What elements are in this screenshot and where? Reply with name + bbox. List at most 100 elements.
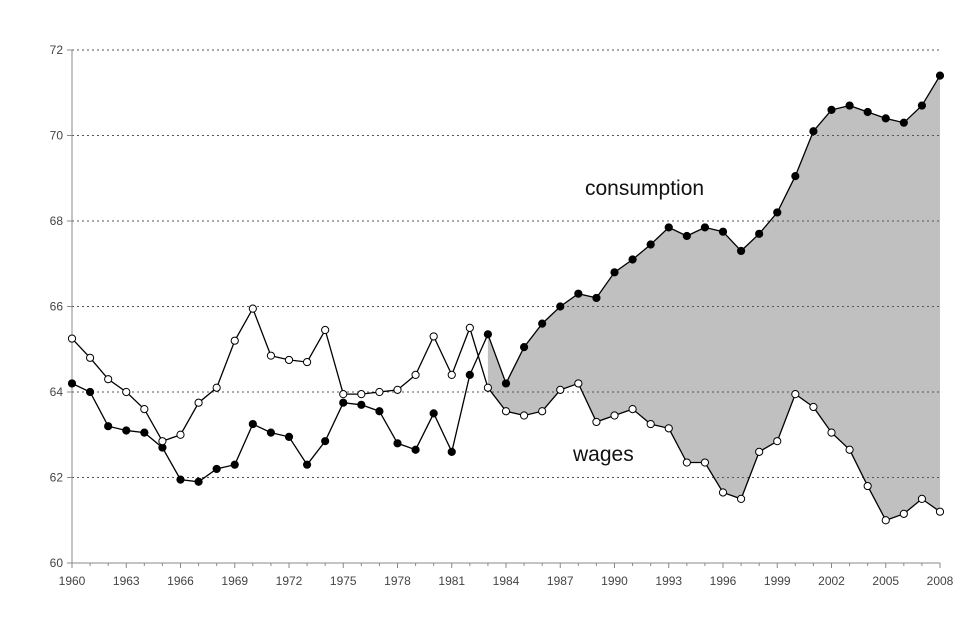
x-tick-label: 1984 bbox=[493, 574, 520, 588]
y-tick-label: 60 bbox=[50, 556, 64, 570]
consumption-point bbox=[266, 428, 276, 437]
wages-point bbox=[791, 390, 800, 399]
consumption-point bbox=[140, 428, 149, 437]
wages-point bbox=[755, 447, 764, 456]
wages-point bbox=[519, 411, 529, 420]
x-tick-label: 1978 bbox=[384, 574, 411, 588]
consumption-point bbox=[230, 460, 239, 469]
consumption-point bbox=[85, 387, 95, 397]
wages-point bbox=[483, 383, 493, 392]
wages-point bbox=[393, 385, 402, 394]
consumption-point bbox=[248, 419, 257, 429]
x-tick-label: 2008 bbox=[927, 574, 954, 588]
consumption-point bbox=[104, 422, 113, 431]
x-tick-label: 1987 bbox=[547, 574, 574, 588]
wages-point bbox=[899, 509, 908, 518]
wages-point bbox=[682, 458, 691, 467]
y-tick-label: 70 bbox=[50, 129, 64, 143]
wages-point bbox=[140, 405, 149, 414]
wages-point bbox=[773, 437, 782, 446]
shaded-gap-layer bbox=[487, 75, 940, 521]
y-tick-label: 62 bbox=[50, 471, 64, 485]
wages-point bbox=[935, 507, 945, 516]
consumption-point bbox=[411, 445, 420, 454]
wages-point bbox=[881, 516, 890, 525]
consumption-point bbox=[700, 223, 710, 232]
consumption-point bbox=[538, 319, 547, 328]
consumption-point bbox=[212, 464, 221, 474]
wages-point bbox=[592, 417, 601, 427]
axes bbox=[67, 49, 941, 568]
wages-point bbox=[610, 411, 619, 420]
wages-point bbox=[845, 445, 854, 454]
wages-point bbox=[67, 334, 77, 343]
wages-point bbox=[284, 355, 294, 365]
consumption-point bbox=[592, 293, 601, 303]
y-tick-label: 66 bbox=[50, 300, 64, 314]
consumption-label: consumption bbox=[585, 177, 704, 200]
consumption-point bbox=[357, 400, 366, 409]
consumption-point bbox=[465, 370, 474, 379]
wages-point bbox=[158, 437, 167, 446]
consumption-point bbox=[718, 227, 728, 236]
wages-point bbox=[809, 402, 818, 412]
consumption-point bbox=[483, 330, 493, 339]
wages-point bbox=[646, 419, 655, 429]
wages-point bbox=[176, 430, 185, 439]
consumption-point bbox=[917, 101, 927, 110]
consumption-point bbox=[899, 118, 908, 127]
wages-point bbox=[85, 353, 95, 362]
consumption-point bbox=[628, 255, 637, 264]
consumption-point bbox=[501, 379, 511, 388]
consumption-point bbox=[809, 127, 818, 136]
wages-point bbox=[700, 458, 710, 467]
consumption-point bbox=[610, 268, 619, 277]
x-tick-label: 1960 bbox=[59, 574, 86, 588]
wages-point bbox=[266, 351, 276, 360]
wages-point bbox=[429, 332, 438, 341]
wages-point bbox=[447, 370, 456, 379]
consumption-point bbox=[773, 208, 782, 217]
wages-point bbox=[718, 488, 728, 497]
shaded-gap-area bbox=[487, 75, 940, 521]
consumption-point bbox=[755, 229, 764, 238]
wages-point bbox=[375, 387, 384, 397]
wages-point bbox=[230, 336, 239, 345]
consumption-point bbox=[67, 379, 77, 388]
consumption-point bbox=[447, 447, 456, 456]
consumption-point bbox=[321, 437, 330, 446]
wages-point bbox=[212, 383, 221, 392]
x-tick-label: 1999 bbox=[764, 574, 791, 588]
x-tick-label: 2002 bbox=[818, 574, 845, 588]
x-tick-label: 1990 bbox=[601, 574, 628, 588]
consumption-point bbox=[791, 172, 800, 181]
wages-label: wages bbox=[572, 443, 634, 466]
x-tick-label: 1981 bbox=[438, 574, 465, 588]
consumption-point bbox=[194, 477, 203, 486]
consumption-point bbox=[519, 343, 529, 352]
x-tick-label: 2005 bbox=[872, 574, 899, 588]
consumption-point bbox=[393, 439, 402, 448]
wages-point bbox=[556, 385, 565, 394]
tick-labels: 60 62 64 66 68 70 72 1960 1963 1966 1969 1972 1975 19… bbox=[50, 43, 954, 588]
wages-point bbox=[574, 379, 583, 388]
consumption-point bbox=[827, 105, 836, 114]
consumption-point bbox=[556, 302, 565, 311]
wages-point bbox=[538, 407, 547, 416]
series-markers bbox=[67, 71, 945, 525]
consumption-point bbox=[736, 246, 746, 256]
x-tick-label: 1996 bbox=[710, 574, 737, 588]
wages-point bbox=[917, 494, 927, 503]
x-tick-label: 1966 bbox=[167, 574, 194, 588]
wages-point bbox=[339, 390, 348, 399]
wages-point bbox=[357, 390, 366, 399]
wages-point bbox=[194, 398, 203, 407]
consumption-point bbox=[339, 398, 348, 407]
wages-point bbox=[104, 375, 113, 384]
wages-point bbox=[827, 428, 836, 437]
wages-point bbox=[122, 387, 131, 397]
consumption-point bbox=[302, 460, 312, 469]
x-tick-label: 1972 bbox=[276, 574, 303, 588]
wages-point bbox=[321, 325, 330, 335]
